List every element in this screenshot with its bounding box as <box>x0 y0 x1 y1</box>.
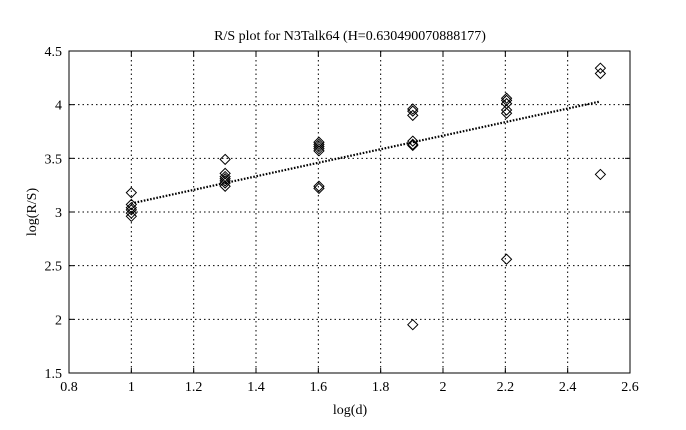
chart-title: R/S plot for N3Talk64 (H=0.6304900708881… <box>214 29 486 44</box>
x-tick-label: 1 <box>128 380 135 395</box>
data-point <box>313 180 325 192</box>
data-point <box>594 67 607 80</box>
x-tick-label: 0.8 <box>60 380 78 395</box>
data-point <box>594 168 607 181</box>
x-tick-label: 1.2 <box>185 380 203 395</box>
data-point <box>313 138 325 151</box>
fit-line-group <box>131 100 601 205</box>
x-tick-label: 1.4 <box>247 380 265 395</box>
data-points <box>125 62 607 331</box>
y-tick-label: 1.5 <box>45 367 63 382</box>
data-point <box>219 177 231 189</box>
data-point <box>125 186 138 199</box>
x-tick-label: 2 <box>440 380 447 395</box>
y-tick-label: 4.5 <box>45 45 63 60</box>
data-point <box>125 201 138 214</box>
data-point <box>219 153 231 166</box>
x-axis-label: log(d) <box>333 403 368 418</box>
data-point <box>313 142 325 155</box>
y-tick-labels: 1.5 2 2.5 3 3.5 4 4.5 <box>45 45 63 382</box>
data-point <box>407 139 419 152</box>
y-tick-label: 2 <box>55 313 62 328</box>
x-tick-labels: 0.8 1 1.2 1.4 1.6 1.8 2 2.2 2.4 2.6 <box>60 380 639 395</box>
y-tick-label: 3 <box>55 206 62 221</box>
data-point <box>407 138 419 151</box>
x-tick-label: 2.2 <box>497 380 515 395</box>
y-axis-label: log(R/S) <box>25 188 40 237</box>
axis-ticks <box>68 50 631 374</box>
data-point <box>594 62 607 74</box>
data-point <box>313 140 325 153</box>
x-tick-label: 1.8 <box>372 380 390 395</box>
fit-line <box>131 100 601 205</box>
data-point <box>407 109 419 122</box>
data-point <box>500 104 513 116</box>
data-point <box>407 103 419 115</box>
data-point <box>125 210 138 223</box>
x-tick-label: 1.6 <box>310 380 328 395</box>
data-point <box>125 198 138 211</box>
y-tick-label: 3.5 <box>45 152 63 167</box>
x-tick-label: 2.4 <box>559 380 577 395</box>
grid <box>69 51 630 373</box>
data-point <box>500 107 513 119</box>
data-point <box>500 253 513 265</box>
data-point <box>313 145 325 157</box>
data-point <box>219 173 231 185</box>
x-tick-label: 2.6 <box>621 380 639 395</box>
data-point <box>500 92 513 104</box>
data-point <box>219 175 231 187</box>
data-point <box>313 136 325 148</box>
data-point <box>407 318 419 331</box>
data-point <box>407 135 419 147</box>
data-point <box>125 207 138 219</box>
y-tick-label: 4 <box>55 99 62 114</box>
data-point <box>219 180 231 192</box>
data-point <box>125 204 138 216</box>
data-point <box>407 105 419 117</box>
y-tick-label: 2.5 <box>45 260 63 275</box>
data-point <box>313 182 325 195</box>
